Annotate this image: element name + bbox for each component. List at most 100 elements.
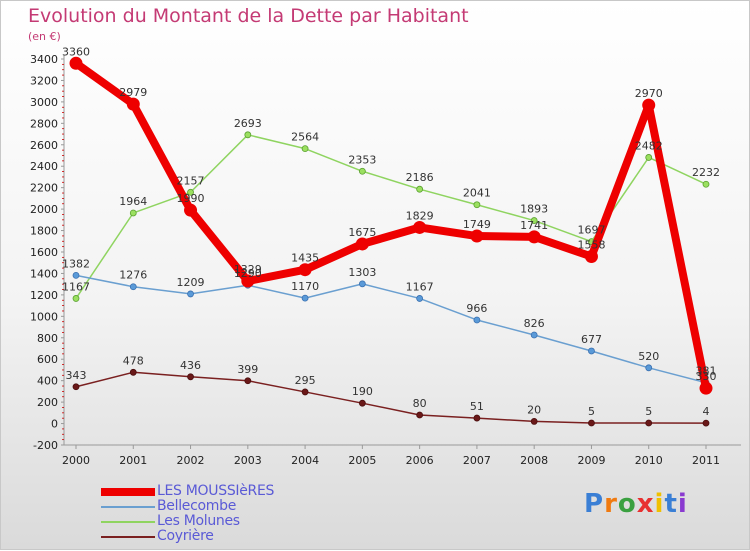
data-point: [244, 377, 252, 385]
data-label: 2041: [463, 187, 491, 200]
y-tick-label: 2200: [30, 182, 58, 195]
x-tick-label: 2005: [348, 454, 376, 467]
data-point: [470, 229, 484, 243]
data-point: [530, 418, 538, 425]
data-point: [72, 271, 80, 279]
series-line-3: [75, 371, 707, 424]
logo-letter: i: [654, 489, 665, 519]
data-label: 1829: [406, 209, 434, 222]
data-point: [301, 145, 309, 153]
data-point: [416, 295, 424, 302]
data-label: 399: [237, 363, 258, 376]
data-point: [187, 373, 194, 381]
data-label: 478: [123, 354, 144, 367]
y-tick-label: 1000: [30, 310, 58, 323]
data-point: [358, 399, 366, 407]
data-label: 677: [581, 333, 602, 346]
y-tick-label: 2800: [30, 117, 58, 130]
data-point: [642, 98, 656, 112]
data-point: [72, 383, 80, 391]
data-point: [69, 56, 83, 70]
legend-swatch: [101, 505, 155, 508]
x-tick-label: 2009: [577, 454, 605, 467]
logo-letter: o: [617, 489, 637, 519]
y-tick-label: 800: [37, 332, 58, 345]
unit-label: (en €): [28, 30, 61, 43]
data-label: 190: [352, 385, 373, 398]
y-tick-label: 2600: [30, 139, 58, 152]
y-tick-label: 1600: [30, 246, 58, 259]
data-point: [416, 185, 424, 193]
x-tick-label: 2008: [520, 454, 548, 467]
data-label: 966: [466, 302, 487, 315]
y-tick-label: 400: [37, 375, 58, 388]
y-tick-label: 1400: [30, 267, 58, 280]
legend-label: Bellecombe: [157, 498, 237, 514]
data-label: 1558: [577, 239, 605, 252]
data-point: [584, 250, 598, 264]
y-tick-label: 200: [37, 396, 58, 409]
legend-swatch: [101, 487, 155, 496]
data-point: [358, 280, 366, 288]
data-label: 826: [524, 317, 545, 330]
data-point: [473, 316, 481, 324]
data-point: [413, 220, 427, 234]
data-point: [301, 388, 309, 396]
x-tick-label: 2004: [291, 454, 319, 467]
data-point: [645, 419, 653, 427]
data-label: 2970: [635, 87, 663, 100]
y-tick-label: 1200: [30, 289, 58, 302]
legend-label: Les Molunes: [157, 513, 240, 529]
x-tick-label: 2000: [62, 454, 90, 467]
data-point: [241, 274, 255, 288]
y-tick-label: -200: [33, 439, 58, 452]
data-label: 1329: [234, 263, 262, 276]
data-label: 2157: [177, 174, 205, 187]
data-label: 436: [180, 359, 201, 372]
data-label: 2564: [291, 131, 319, 144]
data-label: 51: [470, 400, 484, 413]
data-label: 1303: [348, 266, 376, 279]
series-line-2: [75, 134, 707, 299]
logo-letter: r: [604, 489, 618, 519]
data-point: [702, 419, 710, 427]
data-point: [527, 230, 541, 244]
data-point: [530, 331, 538, 339]
data-point: [187, 290, 194, 298]
logo-letter: t: [664, 489, 678, 519]
data-point: [187, 188, 194, 196]
logo-letter: x: [636, 489, 655, 519]
data-label: 343: [66, 369, 87, 382]
data-label: 2979: [119, 86, 147, 99]
logo-letter: P: [584, 489, 605, 519]
data-point: [184, 203, 198, 217]
data-label: 2186: [406, 171, 434, 184]
x-tick-label: 2010: [635, 454, 663, 467]
proxiti-logo: Proxiti: [584, 489, 688, 519]
series-line-1: [75, 274, 707, 384]
data-point: [129, 368, 137, 376]
legend-swatch: [101, 535, 155, 538]
data-label: 2353: [348, 153, 376, 166]
data-label: 1990: [177, 192, 205, 205]
data-point: [699, 381, 713, 395]
data-label: 520: [638, 350, 659, 363]
data-point: [473, 414, 481, 422]
y-tick-label: 2400: [30, 160, 58, 173]
data-label: 1209: [177, 276, 205, 289]
data-point: [244, 131, 252, 139]
data-label: 381: [696, 365, 717, 378]
data-point: [416, 411, 424, 419]
data-point: [301, 294, 309, 302]
series-line-0: [73, 60, 710, 389]
data-label: 5: [645, 405, 652, 418]
data-label: 2232: [692, 166, 720, 179]
x-tick-label: 2001: [119, 454, 147, 467]
data-label: 1382: [62, 257, 90, 270]
data-point: [298, 263, 312, 277]
data-point: [126, 97, 140, 111]
legend-swatch: [101, 520, 155, 523]
data-point: [530, 217, 538, 224]
logo-letter: i: [677, 489, 688, 519]
